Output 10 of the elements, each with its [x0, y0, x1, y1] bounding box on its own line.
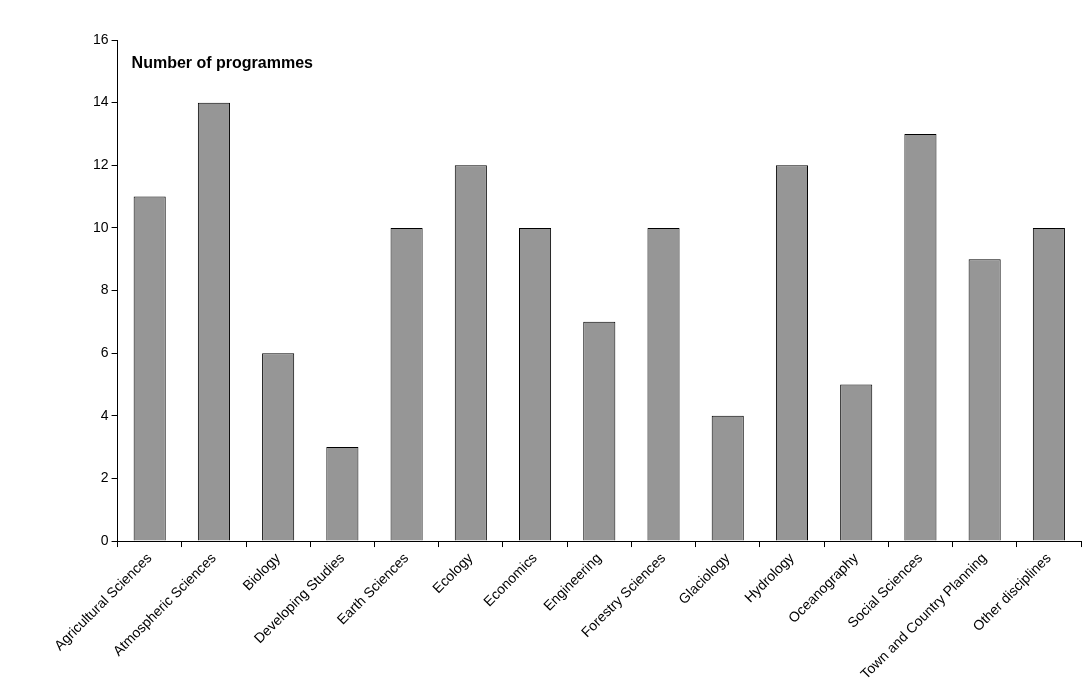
y-tick-label: 2: [100, 469, 109, 486]
text: Number of programmes: [131, 54, 314, 72]
y-tick-label: 14: [92, 93, 109, 110]
y-tick-label: 6: [100, 344, 109, 361]
y-tick-label: 0: [100, 531, 109, 548]
y-tick-label: 4: [100, 406, 109, 423]
y-tick-label: 8: [100, 281, 109, 298]
y-tick-label: 10: [92, 218, 109, 235]
y-tick-label: 12: [92, 156, 109, 173]
y-tick-label: 16: [92, 30, 109, 47]
